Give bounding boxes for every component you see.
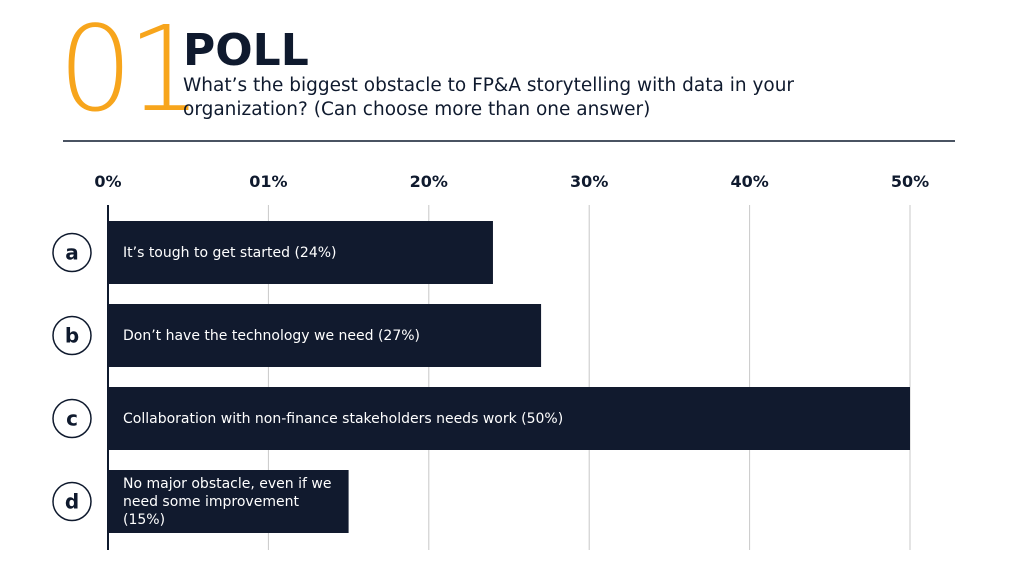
x-tick-label: 30% xyxy=(570,172,608,191)
bar xyxy=(108,387,910,450)
x-tick-label: 40% xyxy=(730,172,768,191)
option-circle xyxy=(52,315,92,356)
bar-label: It’s tough to get started (24%) xyxy=(123,244,337,261)
bar-label: Don’t have the technology we need (27%) xyxy=(123,327,421,344)
option-letter: d xyxy=(65,490,79,514)
x-tick-label: 0% xyxy=(94,172,121,191)
option-circle xyxy=(52,398,92,439)
bar xyxy=(108,470,349,533)
option-letter: b xyxy=(65,324,79,348)
x-tick-label: 01% xyxy=(249,172,287,191)
option-letter: c xyxy=(66,407,78,431)
bar xyxy=(108,221,493,284)
option-circle xyxy=(52,232,92,273)
subtitle-line: organization? (Can choose more than one … xyxy=(183,99,651,120)
bar-label: Collaboration with non-finance stakehold… xyxy=(123,410,564,427)
x-tick-label: 50% xyxy=(891,172,929,191)
bar-label: No major obstacle, even if we need some … xyxy=(123,475,332,528)
title: POLL xyxy=(183,25,309,76)
subtitle: What’s the biggest obstacle to FP&A stor… xyxy=(183,74,794,122)
bar xyxy=(108,304,542,367)
x-tick-label: 20% xyxy=(410,172,448,191)
subtitle-line: What’s the biggest obstacle to FP&A stor… xyxy=(183,75,795,96)
option-circle xyxy=(52,481,92,522)
poll-number: 01 xyxy=(58,0,202,138)
option-letter: a xyxy=(65,241,79,265)
